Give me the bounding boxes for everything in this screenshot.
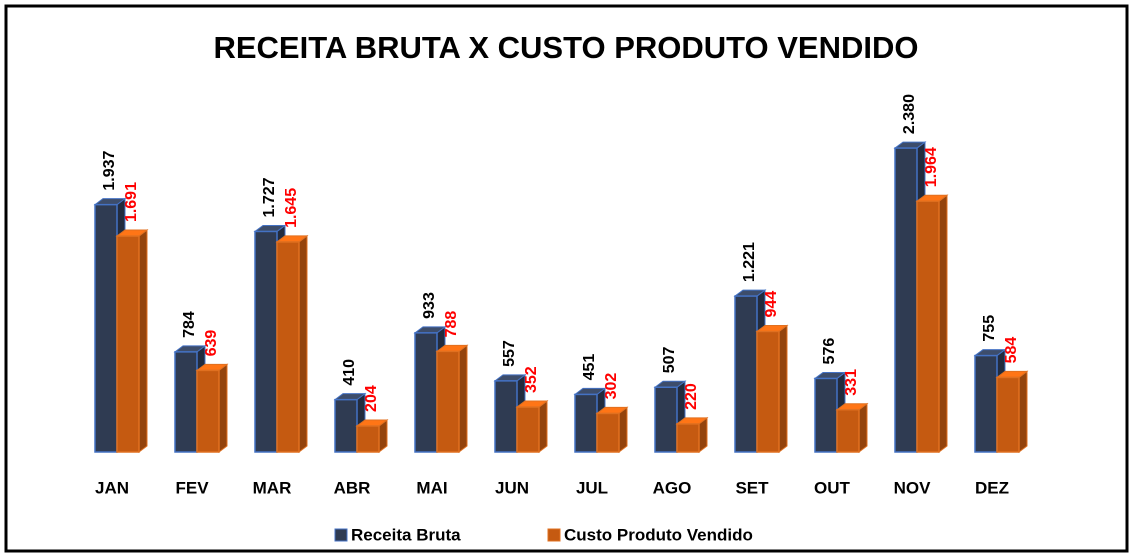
bar-side: [218, 363, 228, 453]
x-tick-label: ABR: [334, 478, 371, 497]
data-label: 1.937: [101, 151, 118, 191]
bar: [894, 147, 918, 453]
data-label: 331: [843, 369, 860, 396]
x-tick-label: JUN: [495, 478, 529, 497]
bar: [516, 406, 540, 453]
chart-frame: [4, 4, 1129, 553]
bar: [974, 354, 998, 453]
data-label: 1.727: [261, 177, 278, 217]
data-label: 1.645: [283, 188, 300, 228]
legend-swatch: [334, 528, 348, 542]
bar: [116, 235, 140, 453]
data-label: 302: [603, 373, 620, 400]
bar: [916, 200, 940, 453]
data-label: 1.964: [923, 147, 940, 187]
data-label: 944: [763, 291, 780, 318]
bar: [94, 203, 118, 453]
data-label: 788: [443, 311, 460, 338]
bar: [276, 241, 300, 453]
bar-side: [938, 194, 948, 453]
bar: [574, 393, 598, 453]
x-tick-label: FEV: [175, 478, 209, 497]
bar: [654, 386, 678, 453]
data-label: 1.221: [741, 242, 758, 282]
data-label: 410: [341, 359, 358, 386]
x-tick-label: MAR: [253, 478, 292, 497]
data-label: 933: [421, 292, 438, 319]
x-tick-label: DEZ: [975, 478, 1009, 497]
data-label: 507: [661, 346, 678, 373]
bar: [196, 369, 220, 453]
bar-side: [298, 234, 308, 453]
data-label: 204: [363, 385, 380, 412]
data-label: 784: [181, 311, 198, 338]
bar-side: [1018, 370, 1028, 453]
bar: [254, 230, 278, 453]
data-label: 220: [683, 383, 700, 410]
bar: [596, 412, 620, 453]
bar-side: [858, 402, 868, 453]
bar-side: [138, 229, 148, 453]
data-label: 755: [981, 315, 998, 342]
bar: [814, 377, 838, 453]
bar: [996, 376, 1020, 453]
legend-label: Receita Bruta: [351, 525, 461, 544]
legend-swatch: [547, 528, 561, 542]
bar: [756, 330, 780, 453]
legend-label: Custo Produto Vendido: [564, 525, 753, 544]
bar: [836, 408, 860, 453]
data-label: 584: [1003, 337, 1020, 364]
data-label: 557: [501, 340, 518, 367]
bar: [356, 425, 380, 453]
chart-title: RECEITA BRUTA X CUSTO PRODUTO VENDIDO: [213, 30, 918, 65]
bar: [494, 380, 518, 453]
bar: [174, 351, 198, 453]
data-label: 576: [821, 338, 838, 365]
data-label: 451: [581, 354, 598, 381]
data-label: 2.380: [901, 94, 918, 134]
x-tick-label: OUT: [814, 478, 851, 497]
x-tick-label: NOV: [894, 478, 932, 497]
data-label: 639: [203, 330, 220, 357]
bar: [676, 423, 700, 453]
data-label: 1.691: [123, 182, 140, 222]
bar: [436, 350, 460, 453]
bar-side: [778, 324, 788, 453]
x-tick-label: SET: [735, 478, 769, 497]
x-tick-label: AGO: [653, 478, 692, 497]
bar-side: [538, 400, 548, 453]
x-tick-label: JAN: [95, 478, 129, 497]
bar: [334, 398, 358, 453]
data-label: 352: [523, 366, 540, 393]
bar-side: [458, 344, 468, 453]
bar: [734, 295, 758, 453]
bar-side: [618, 406, 628, 453]
x-tick-label: JUL: [576, 478, 608, 497]
x-tick-label: MAI: [416, 478, 447, 497]
bar: [414, 332, 438, 453]
